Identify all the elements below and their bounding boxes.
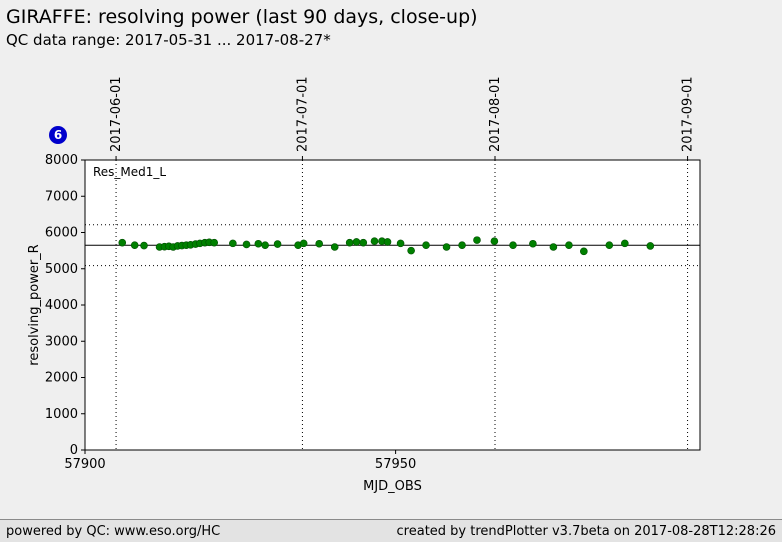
- y-tick-label: 2000: [45, 371, 78, 386]
- data-point: [315, 239, 323, 248]
- data-point: [565, 241, 573, 249]
- data-point: [345, 238, 354, 247]
- date-label: 2017-06-01: [109, 76, 124, 152]
- data-point: [299, 239, 308, 248]
- qc-data-range: QC data range: 2017-05-31 ... 2017-08-27…: [6, 31, 331, 49]
- data-point: [458, 241, 466, 249]
- data-point: [210, 238, 219, 247]
- page-title: GIRAFFE: resolving power (last 90 days, …: [6, 6, 478, 28]
- footer-powered-by: powered by QC: www.eso.org/HC: [6, 523, 221, 539]
- data-point: [605, 241, 614, 249]
- data-point: [442, 243, 451, 251]
- y-tick-label: 4000: [45, 298, 78, 313]
- y-tick-label: 3000: [45, 334, 78, 349]
- y-tick-label: 1000: [45, 407, 78, 422]
- legend-label: Res_Med1_L: [93, 165, 166, 179]
- data-point: [273, 240, 282, 248]
- data-point: [359, 238, 368, 247]
- data-point: [383, 238, 392, 246]
- y-tick-label: 0: [70, 443, 78, 458]
- x-tick-label: 57950: [375, 457, 416, 472]
- x-axis-label: MJD_OBS: [363, 479, 422, 494]
- data-point: [509, 241, 517, 249]
- data-point: [140, 241, 148, 250]
- data-point: [261, 241, 269, 249]
- data-point: [646, 242, 655, 250]
- date-label: 2017-08-01: [488, 76, 503, 152]
- data-point: [580, 247, 588, 256]
- data-point: [130, 241, 139, 249]
- data-point: [407, 246, 415, 255]
- y-axis-label: resolving_power_R: [27, 244, 42, 365]
- data-point: [490, 237, 499, 245]
- data-point: [422, 241, 430, 249]
- data-point: [621, 239, 629, 248]
- data-point: [370, 237, 379, 245]
- y-tick-label: 7000: [45, 189, 78, 204]
- data-point: [229, 239, 237, 248]
- data-point: [254, 239, 263, 248]
- data-point: [529, 239, 537, 248]
- y-tick-label: 8000: [45, 153, 78, 168]
- data-point: [396, 239, 405, 248]
- plot-area: [84, 159, 701, 451]
- date-label: 2017-09-01: [681, 76, 696, 152]
- x-tick-label: 57900: [64, 457, 105, 472]
- footer-bar: powered by QC: www.eso.org/HC created by…: [0, 519, 782, 542]
- scatter-chart: 2017-06-01 2017-07-01 2017-08-01 2017-09-01…: [27, 76, 701, 494]
- data-point: [118, 238, 127, 247]
- data-point: [352, 238, 361, 246]
- y-tick-label: 6000: [45, 226, 78, 241]
- data-point: [242, 240, 251, 249]
- footer-created-by: created by trendPlotter v3.7beta on 2017…: [396, 523, 776, 539]
- data-point: [473, 236, 481, 244]
- data-point: [330, 243, 339, 251]
- y-tick-label: 5000: [45, 262, 78, 277]
- data-point: [549, 243, 558, 251]
- badge-6[interactable]: 6: [49, 126, 67, 144]
- date-label: 2017-07-01: [295, 76, 310, 152]
